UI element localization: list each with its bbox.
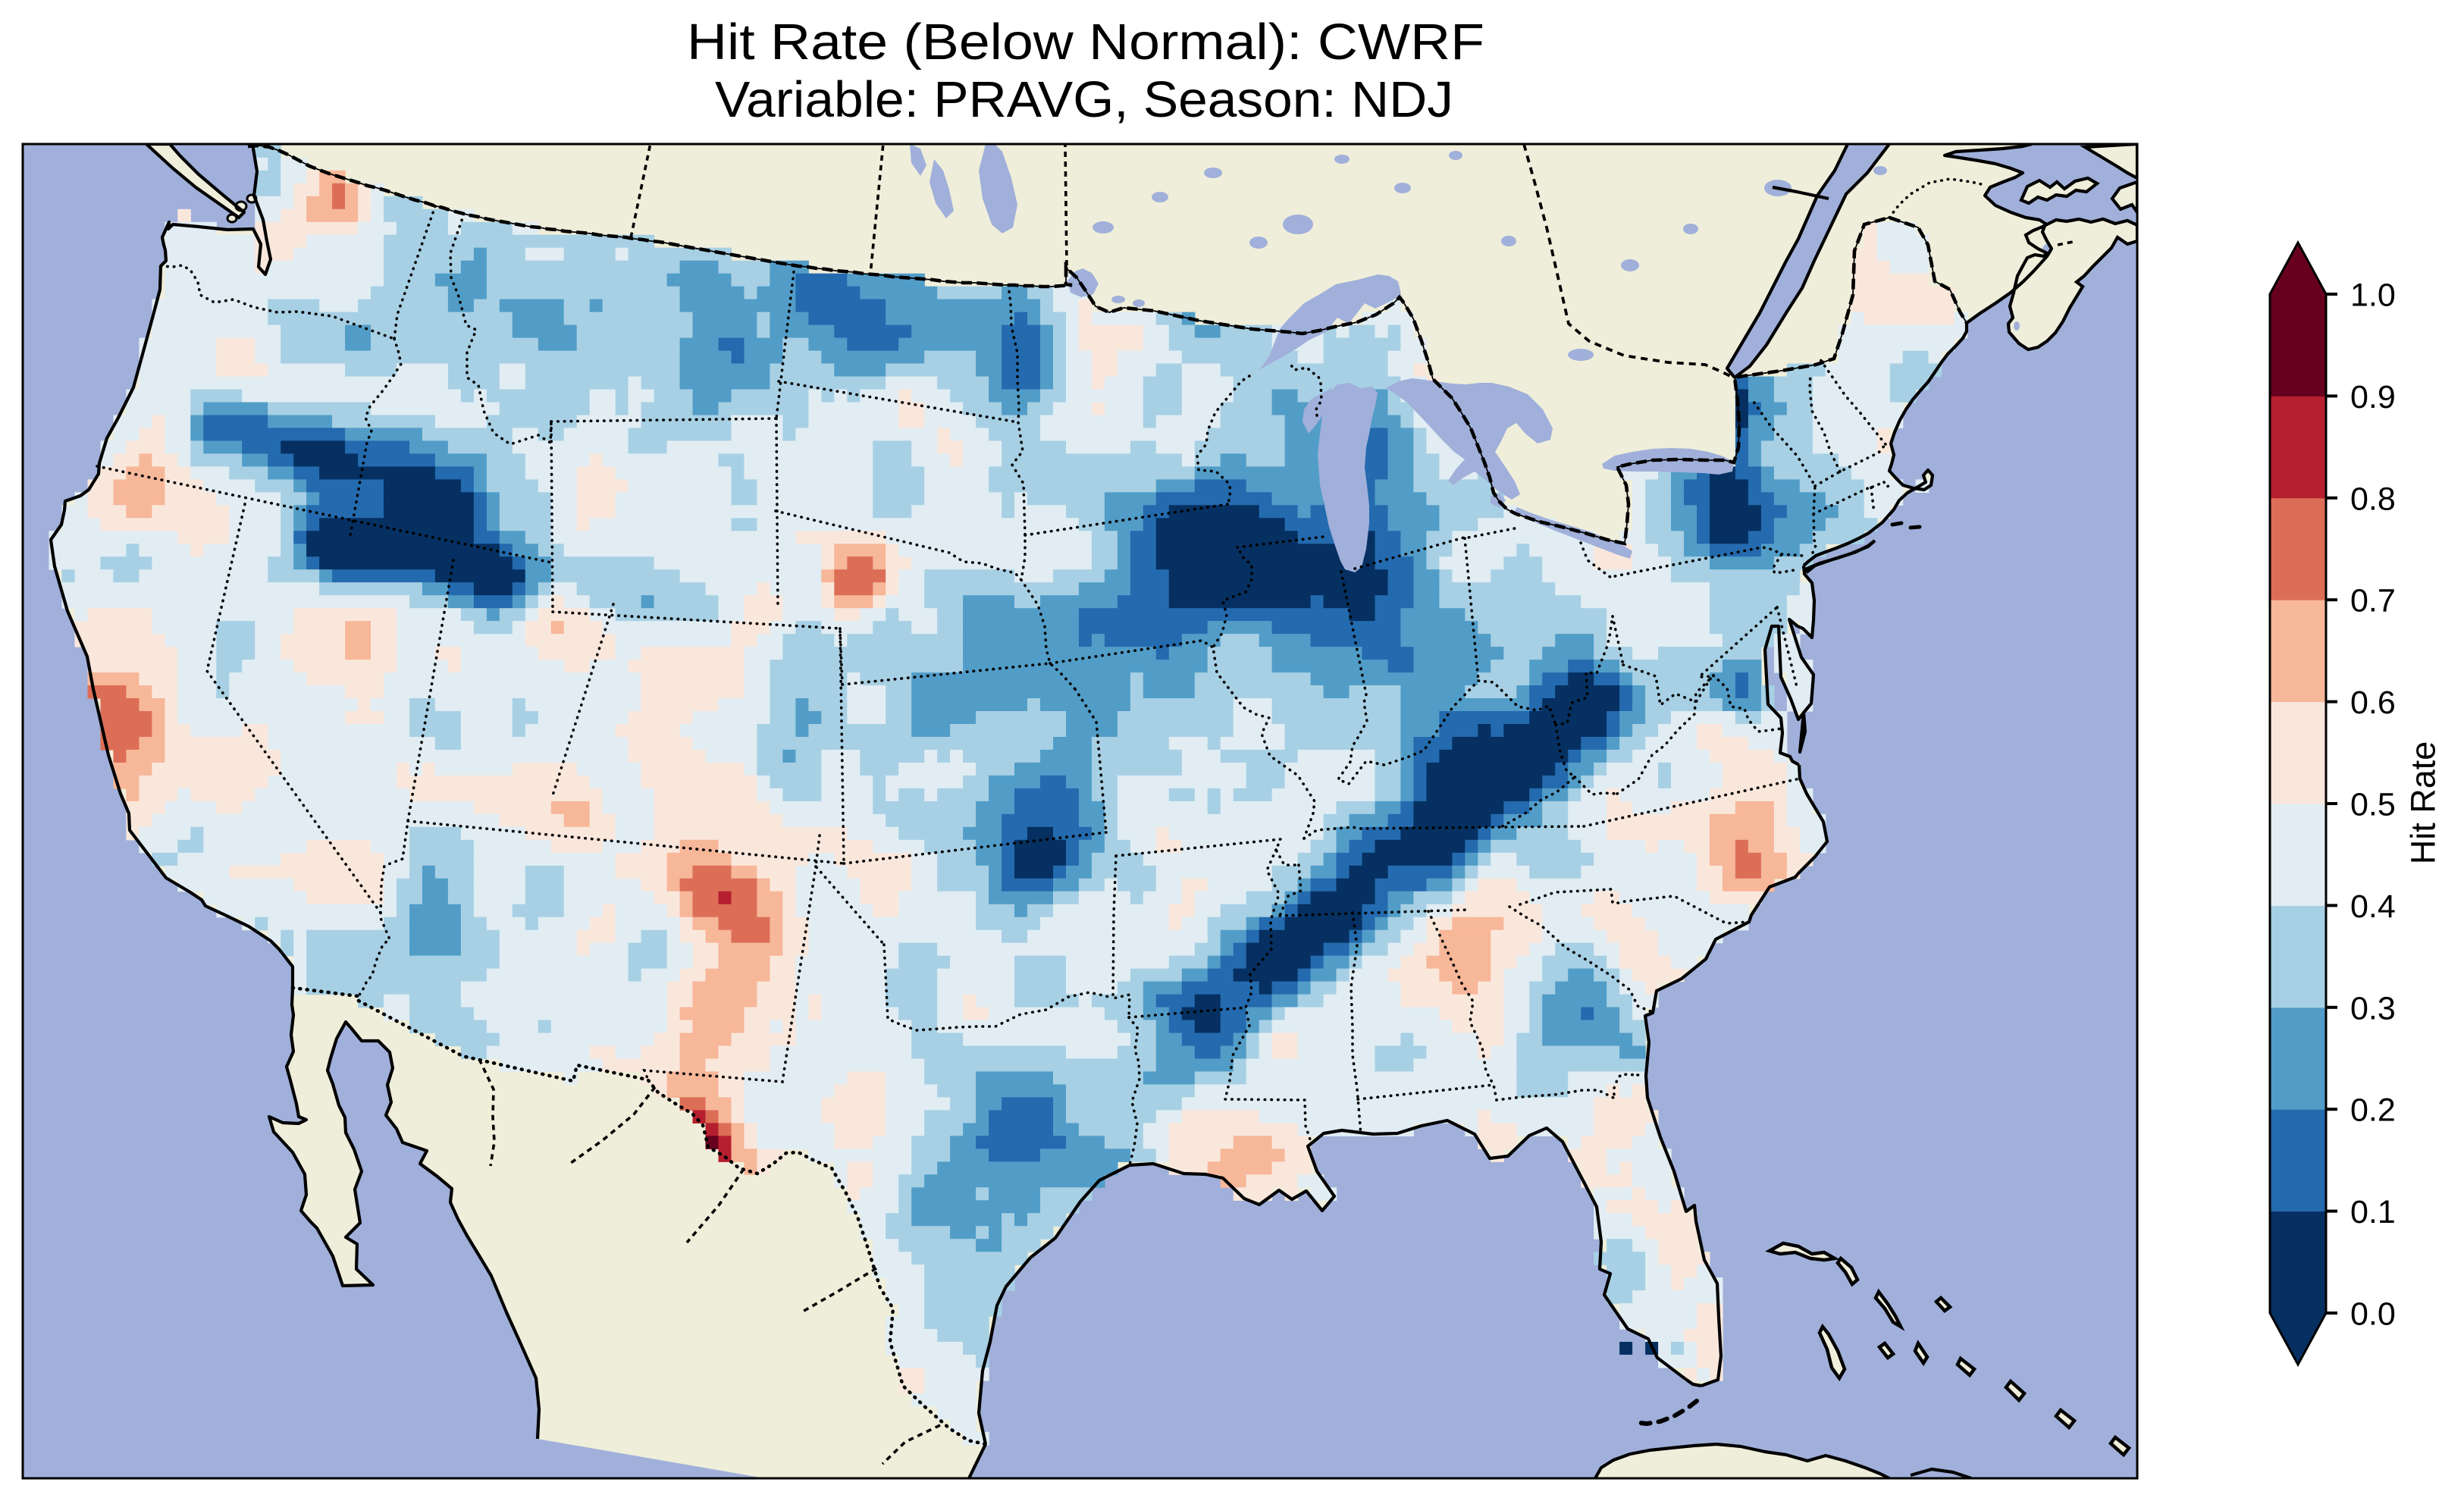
svg-text:0.2: 0.2 (2350, 1092, 2396, 1129)
svg-text:0.3: 0.3 (2350, 990, 2396, 1026)
svg-text:0.8: 0.8 (2350, 481, 2396, 517)
svg-text:0.1: 0.1 (2350, 1194, 2396, 1230)
svg-text:0.5: 0.5 (2350, 787, 2396, 823)
svg-text:0.4: 0.4 (2350, 888, 2396, 925)
svg-text:1.0: 1.0 (2350, 277, 2396, 314)
svg-text:0.7: 0.7 (2350, 583, 2396, 619)
svg-text:0.6: 0.6 (2350, 685, 2396, 721)
svg-text:Hit Rate: Hit Rate (2404, 741, 2443, 865)
svg-text:0.0: 0.0 (2350, 1296, 2396, 1333)
svg-text:Variable: PRAVG, Season: NDJ: Variable: PRAVG, Season: NDJ (715, 71, 1453, 128)
svg-text:Hit Rate (Below Normal): CWRF: Hit Rate (Below Normal): CWRF (687, 14, 1484, 71)
svg-text:0.9: 0.9 (2350, 379, 2396, 415)
